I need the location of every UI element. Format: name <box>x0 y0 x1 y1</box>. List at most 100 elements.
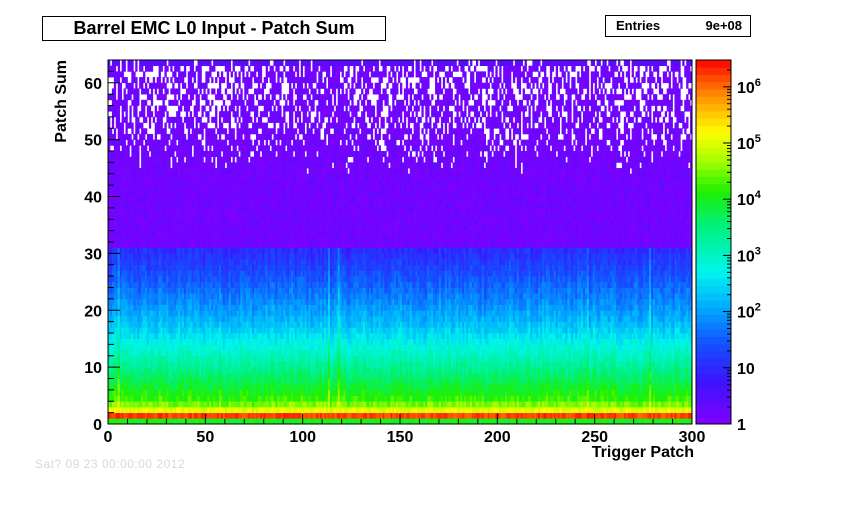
heatmap-cell <box>125 412 128 419</box>
heatmap-cell <box>509 344 512 351</box>
heatmap-cell <box>639 344 642 351</box>
heatmap-cell <box>452 367 455 374</box>
heatmap-cell <box>364 384 368 391</box>
heatmap-cell <box>125 401 128 408</box>
heatmap-cell <box>162 333 165 340</box>
heatmap-cell <box>209 395 212 402</box>
heatmap-cell <box>658 355 662 362</box>
heatmap-cell <box>483 355 487 362</box>
heatmap-cell <box>236 418 239 425</box>
heatmap-cell <box>218 350 222 357</box>
heatmap-cell <box>598 384 601 391</box>
heatmap-cell <box>403 378 407 385</box>
heatmap-cell <box>133 350 136 357</box>
heatmap-cell <box>588 389 592 396</box>
heatmap-cell <box>121 327 124 334</box>
heatmap-cell <box>189 355 193 362</box>
heatmap-cell <box>224 401 228 408</box>
heatmap-cell <box>382 406 385 413</box>
heatmap-cell <box>462 338 465 345</box>
heatmap-cell <box>300 367 304 374</box>
heatmap-cell <box>296 406 300 413</box>
heatmap-cell <box>242 338 245 345</box>
heatmap-cell <box>415 327 418 334</box>
heatmap-cell <box>641 367 644 374</box>
heatmap-cell <box>324 333 327 340</box>
heatmap-cell <box>148 361 152 368</box>
heatmap-cell <box>403 395 407 402</box>
heatmap-cell <box>139 338 142 345</box>
heatmap-cell <box>217 344 220 351</box>
heatmap-cell <box>244 361 247 368</box>
heatmap-cell <box>394 401 397 408</box>
heatmap-cell <box>273 395 276 402</box>
heatmap-cell <box>479 338 483 345</box>
heatmap-cell <box>483 361 487 368</box>
heatmap-cell <box>304 395 307 402</box>
heatmap-cell <box>507 367 510 374</box>
heatmap-cell <box>292 327 296 334</box>
heatmap-cell <box>567 395 570 402</box>
heatmap-cell <box>180 384 183 391</box>
heatmap-cell <box>322 384 325 391</box>
heatmap-cell <box>335 327 339 334</box>
heatmap-cell <box>187 338 191 345</box>
heatmap-cell <box>127 384 130 391</box>
heatmap-cell <box>555 344 559 351</box>
heatmap-cell <box>185 401 189 408</box>
heatmap-cell <box>380 367 383 374</box>
heatmap-cell <box>164 384 167 391</box>
heatmap-cell <box>586 401 590 408</box>
heatmap-cell <box>277 384 280 391</box>
heatmap-cell <box>137 395 140 402</box>
heatmap-cell <box>658 384 662 391</box>
heatmap-cell <box>133 344 136 351</box>
heatmap-cell <box>255 412 259 419</box>
heatmap-cell <box>180 406 183 413</box>
heatmap-cell <box>283 401 286 408</box>
heatmap-cell <box>647 361 650 368</box>
heatmap-cell <box>590 372 594 379</box>
heatmap-cell <box>460 333 463 340</box>
heatmap-cell <box>187 378 191 385</box>
heatmap-cell <box>442 355 446 362</box>
heatmap-cell <box>129 338 132 345</box>
heatmap-cell <box>684 378 687 385</box>
heatmap-cell <box>180 418 183 425</box>
heatmap-cell <box>392 344 395 351</box>
heatmap-cell <box>366 418 370 425</box>
heatmap-cell <box>191 378 195 385</box>
heatmap-cell <box>250 344 253 351</box>
heatmap-cell <box>584 384 588 391</box>
heatmap-cell <box>349 372 352 379</box>
heatmap-cell <box>368 367 372 374</box>
heatmap-cell <box>602 350 605 357</box>
heatmap-cell <box>143 389 146 396</box>
heatmap-cell <box>322 372 325 379</box>
heatmap-cell <box>401 418 405 425</box>
heatmap-cell <box>409 350 413 357</box>
heatmap-cell <box>475 344 479 351</box>
heatmap-cell <box>244 401 247 408</box>
heatmap-cell <box>588 350 592 357</box>
heatmap-cell <box>394 389 397 396</box>
heatmap-cell <box>119 412 122 419</box>
heatmap-cell <box>257 361 261 368</box>
heatmap-cell <box>324 361 327 368</box>
heatmap-cell <box>180 378 183 385</box>
heatmap-cell <box>454 418 457 425</box>
heatmap-cell <box>248 384 251 391</box>
heatmap-cell <box>405 350 409 357</box>
heatmap-cell <box>688 338 691 345</box>
heatmap-cell <box>203 395 206 402</box>
heatmap-cell <box>567 367 570 374</box>
heatmap-cell <box>452 406 455 413</box>
heatmap-cell <box>312 384 315 391</box>
heatmap-cell <box>442 372 446 379</box>
heatmap-cell <box>479 327 483 334</box>
heatmap-cell <box>468 418 471 425</box>
heatmap-cell <box>544 344 547 351</box>
heatmap-cell <box>158 333 161 340</box>
heatmap-cell <box>333 401 337 408</box>
heatmap-cell <box>618 384 621 391</box>
